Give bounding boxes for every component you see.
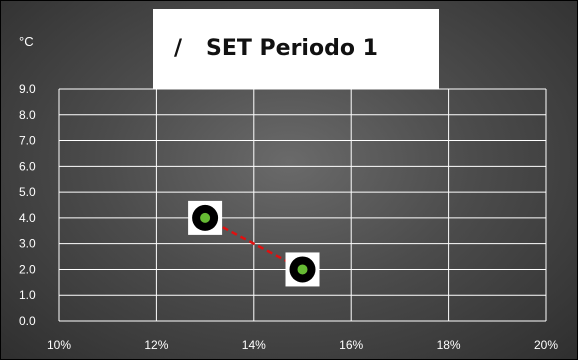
y-tick-label: 3.0 <box>19 237 36 251</box>
data-point-marker <box>200 212 211 223</box>
y-tick-label: 5.0 <box>19 185 36 199</box>
data-point-marker <box>297 264 308 275</box>
chart-title-box: / SET Periodo 1 <box>153 9 439 89</box>
x-tick-label: 10% <box>47 338 71 352</box>
y-unit-label: °C <box>19 34 34 49</box>
x-tick-label: 20% <box>534 338 558 352</box>
y-tick-label: 6.0 <box>19 159 36 173</box>
x-tick-label: 14% <box>242 338 266 352</box>
y-tick-label: 8.0 <box>19 108 36 122</box>
y-tick-labels: 0.0 1.0 2.0 3.0 4.0 5.0 6.0 7.0 8.0 9.0 <box>19 82 36 328</box>
series-layer <box>188 200 320 287</box>
data-point <box>188 200 223 235</box>
y-tick-label: 2.0 <box>19 262 36 276</box>
grid-layer <box>58 88 547 322</box>
chart-title-prefix: / <box>174 36 183 61</box>
chart-title: SET Periodo 1 <box>206 36 378 61</box>
y-tick-label: 0.0 <box>19 314 36 328</box>
y-tick-label: 4.0 <box>19 211 36 225</box>
x-tick-label: 18% <box>437 338 461 352</box>
y-tick-label: 7.0 <box>19 134 36 148</box>
x-tick-label: 16% <box>339 338 363 352</box>
x-tick-labels: 10% 12% 14% 16% 18% 20% <box>47 338 558 352</box>
x-tick-label: 12% <box>144 338 168 352</box>
y-tick-label: 1.0 <box>19 288 36 302</box>
data-point <box>285 252 320 287</box>
title-box-background <box>153 9 439 89</box>
y-tick-label: 9.0 <box>19 82 36 96</box>
